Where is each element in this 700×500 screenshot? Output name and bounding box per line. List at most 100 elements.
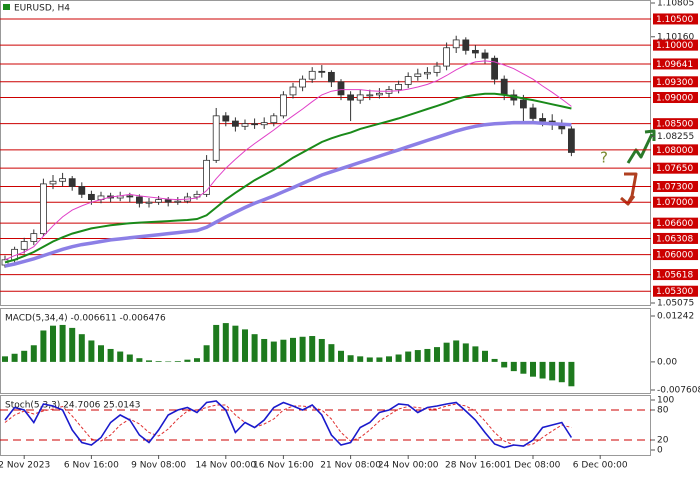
macd-bar	[549, 361, 556, 381]
x-tick-label: 28 Nov 16:00	[445, 461, 506, 471]
macd-bar	[59, 324, 66, 362]
macd-bar	[424, 348, 431, 362]
candle-body	[135, 196, 143, 204]
macd-bar	[395, 354, 402, 362]
level-label-box	[653, 217, 698, 229]
candle-body	[299, 78, 307, 88]
candle-body	[481, 52, 489, 59]
x-tick-label: 14 Nov 00:00	[195, 461, 256, 471]
macd-bar	[462, 343, 469, 362]
candle-body	[375, 92, 383, 96]
level-label-box	[653, 196, 698, 208]
macd-bar	[69, 327, 76, 362]
macd-bar	[539, 361, 546, 379]
candle-body	[270, 115, 278, 124]
symbol-icon	[3, 4, 10, 10]
macd-bar	[107, 348, 114, 362]
macd-bar	[568, 361, 575, 387]
macd-bar	[386, 356, 392, 362]
x-tick-label: 9 Nov 08:00	[131, 461, 186, 471]
candle-body	[164, 199, 172, 203]
macd-y-tick-label: 0.00	[657, 357, 677, 367]
macd-bar	[261, 338, 268, 362]
level-label: 1.09641	[656, 60, 693, 70]
frame	[0, 0, 651, 456]
candle-body	[356, 94, 364, 101]
macd-label: MACD(5,34,4) -0.006611 -0.006476	[5, 314, 166, 324]
candle-body	[126, 195, 134, 198]
candle-body	[471, 49, 479, 54]
candle-body	[318, 70, 326, 73]
macd-bar	[347, 355, 354, 362]
macd-bar	[30, 345, 37, 362]
level-label-box	[653, 144, 698, 156]
level-label: 1.10000	[656, 41, 693, 51]
macd-bar	[117, 351, 124, 362]
annotation: ?	[600, 149, 608, 167]
candle-body	[222, 115, 230, 122]
candle-body	[78, 186, 86, 195]
candle-body	[539, 118, 546, 122]
macd-bar	[366, 357, 373, 362]
level-label: 1.05618	[656, 271, 693, 281]
macd-bar	[11, 353, 18, 362]
candle-body	[88, 193, 95, 200]
macd-bar	[2, 356, 8, 362]
candle-body	[49, 180, 57, 185]
macd-bar	[136, 358, 143, 362]
macd-bar	[482, 350, 488, 362]
level-label: 1.09000	[656, 94, 693, 104]
macd-bar	[309, 336, 316, 362]
level-label: 1.10500	[656, 15, 693, 25]
macd-bar	[126, 354, 133, 362]
macd-bar	[21, 350, 28, 362]
candle-body	[462, 39, 470, 51]
level-label-box	[653, 162, 698, 174]
macd-bar	[501, 361, 508, 368]
candle-body	[59, 178, 66, 182]
candle-body	[212, 115, 220, 161]
level-label-box	[653, 92, 698, 104]
y-tick-label: 1.10160	[657, 32, 694, 42]
macd-bar	[270, 341, 277, 362]
stoch-y-tick-label: 100	[657, 396, 674, 406]
candle-body	[443, 47, 451, 67]
macd-bar	[98, 345, 104, 362]
macd-bar	[251, 334, 258, 362]
candle-body	[529, 107, 537, 119]
level-label: 1.07300	[656, 183, 693, 193]
candle-body	[20, 241, 28, 250]
ma-line	[4, 60, 572, 261]
candle-body	[40, 183, 47, 235]
macd-bar	[434, 347, 440, 362]
macd-bar	[174, 361, 181, 362]
macd-bar	[290, 337, 296, 362]
level-label-box	[653, 249, 698, 261]
macd-bar	[232, 325, 239, 362]
candle-body	[308, 70, 316, 80]
macd-bar	[328, 344, 335, 362]
candle-body	[241, 123, 249, 127]
y-tick-label: 1.08255	[657, 132, 694, 142]
ma-line	[4, 120, 572, 268]
candle-body	[68, 178, 76, 187]
macd-bar	[184, 359, 191, 362]
level-label-box	[653, 39, 698, 51]
macd-bar	[414, 350, 421, 362]
level-label: 1.09300	[656, 78, 693, 88]
macd-bar	[520, 361, 527, 374]
candle-body	[145, 201, 153, 204]
stoch-label: Stoch(5,3,3) 24.7006 25.0143	[5, 401, 140, 411]
macd-bar	[357, 356, 364, 362]
x-tick-label: 21 Nov 08:00	[320, 461, 381, 471]
level-label: 1.06308	[656, 234, 693, 244]
stoch-k-line	[4, 400, 573, 449]
y-tick-label: 1.10805	[657, 0, 694, 9]
candle-body	[347, 94, 355, 101]
x-tick-label: 16 Nov 16:00	[253, 461, 314, 471]
macd-bar	[222, 323, 229, 362]
stoch-y-tick-label: 0	[657, 446, 663, 456]
macd-bar	[194, 358, 200, 362]
